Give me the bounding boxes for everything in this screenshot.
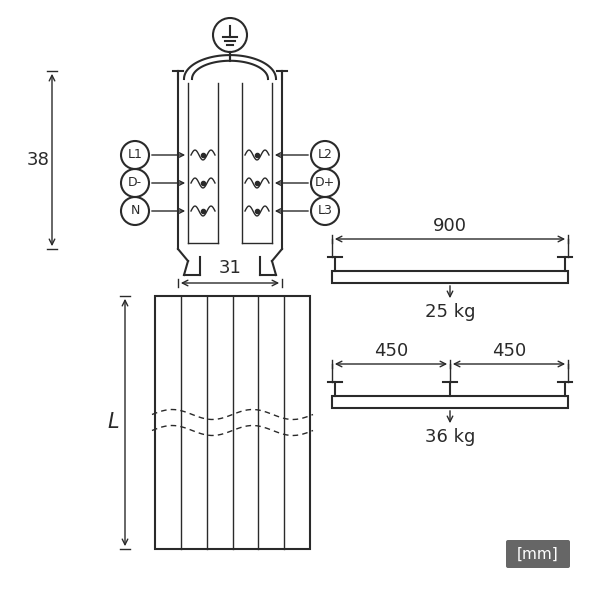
Text: 38: 38 [27,151,50,169]
Text: 450: 450 [492,342,526,360]
Text: 36 kg: 36 kg [425,428,475,446]
Text: D+: D+ [315,177,335,190]
Text: 450: 450 [374,342,408,360]
Text: 25 kg: 25 kg [425,303,475,321]
Bar [332,271,568,283]
Text: 31: 31 [219,259,242,277]
Text: N: N [130,204,139,217]
Text: L3: L3 [317,204,332,217]
Text: 900: 900 [433,217,467,235]
Text: L2: L2 [317,148,332,161]
Text: D-: D- [128,177,142,190]
Bar [332,396,568,408]
FancyBboxPatch shape [506,540,570,568]
Text: L: L [107,413,119,433]
Bar [155,296,310,549]
Text: L1: L1 [128,148,142,161]
Text: [mm]: [mm] [517,547,559,561]
